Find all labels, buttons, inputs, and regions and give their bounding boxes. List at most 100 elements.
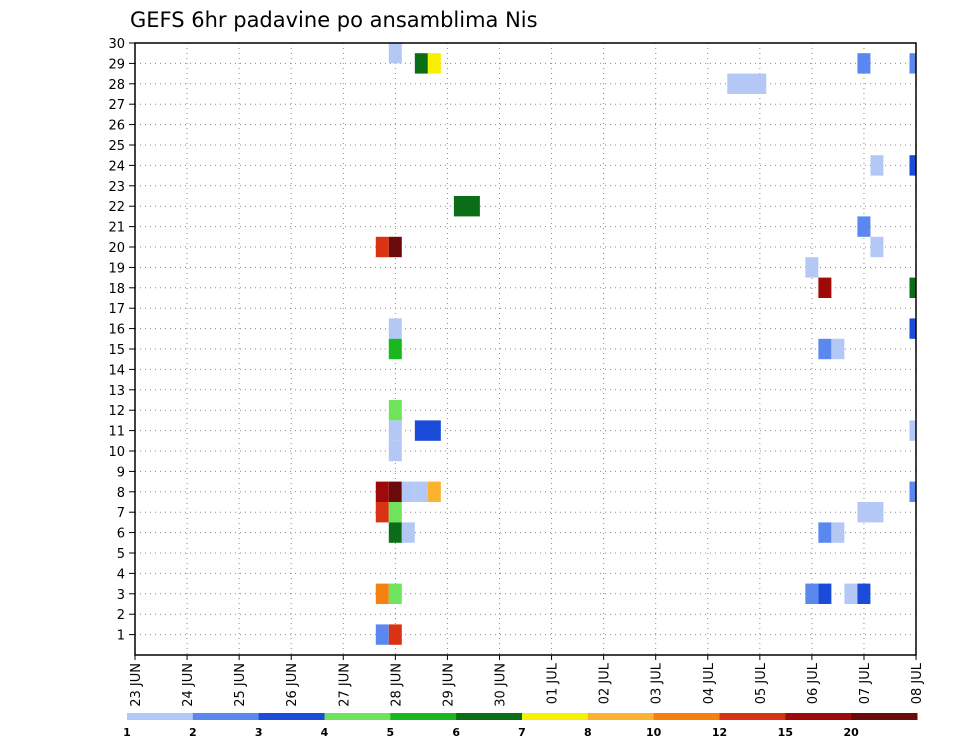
legend-label: 3 [255, 726, 263, 739]
data-cell [909, 53, 916, 74]
data-cell [388, 440, 402, 462]
legend-label: 20 [844, 726, 860, 739]
y-tick-label: 19 [108, 261, 125, 276]
y-tick-label: 1 [117, 629, 125, 644]
x-tick-label: 08 JUL [910, 662, 925, 704]
data-cell [388, 236, 402, 258]
data-cell [375, 583, 389, 604]
y-tick-label: 28 [108, 78, 125, 93]
data-cell [414, 53, 428, 74]
data-cell [427, 481, 441, 502]
legend-color-swatch [258, 713, 325, 720]
data-cell [375, 502, 389, 523]
data-cell [805, 583, 819, 604]
legend-color-swatch [785, 713, 852, 720]
x-tick-label: 01 JUL [546, 662, 561, 704]
data-cell [375, 624, 389, 645]
legend-label: 4 [321, 726, 329, 739]
data-cell [844, 583, 858, 604]
y-tick-label: 27 [108, 98, 125, 113]
data-cell [388, 318, 402, 339]
data-cell [388, 481, 402, 502]
y-tick-label: 11 [108, 425, 125, 440]
data-cell [388, 43, 402, 64]
y-tick-label: 8 [117, 486, 125, 501]
data-cell [375, 481, 389, 502]
x-tick-label: 26 JUN [285, 663, 300, 707]
data-cell [375, 236, 389, 258]
y-tick-label: 12 [108, 404, 125, 419]
y-tick-label: 3 [117, 588, 125, 603]
data-cell [805, 257, 819, 278]
data-cell [870, 155, 884, 176]
data-cell [388, 420, 402, 441]
x-tick-label: 05 JUL [754, 662, 769, 704]
x-tick-label: 02 JUL [598, 662, 613, 704]
legend-color-swatch [192, 713, 260, 720]
legend-color-swatch [522, 713, 589, 720]
data-cell [909, 318, 916, 339]
x-axis: 23 JUN 24 JUN 25 JUN 26 JUN 27 JUN 28 JUN 29 J… [129, 655, 925, 707]
y-tick-label: 7 [117, 506, 125, 521]
legend-color-swatch [456, 713, 523, 720]
legend-label: 7 [518, 726, 526, 739]
legend-label: 5 [387, 726, 395, 739]
y-tick-label: 18 [108, 282, 125, 297]
y-tick-label: 2 [117, 608, 125, 623]
legend-color-swatch [587, 713, 655, 720]
y-tick-label: 22 [108, 200, 125, 215]
data-cell [818, 522, 832, 543]
x-tick-label: 04 JUL [702, 662, 717, 704]
legend-label: 8 [584, 726, 592, 739]
data-cell [388, 400, 402, 421]
x-tick-label: 30 JUN [493, 663, 508, 707]
data-cell [831, 338, 845, 360]
data-cell [818, 277, 832, 298]
color-legend: 1 2 3 4 5 6 7 8 10 12 15 20 [123, 713, 918, 739]
x-tick-label: 24 JUN [181, 663, 196, 707]
data-cell [909, 481, 916, 502]
y-tick-label: 16 [108, 323, 125, 338]
legend-color-swatch [127, 713, 194, 720]
legend-color-swatch [653, 713, 720, 720]
y-tick-label: 15 [108, 343, 125, 358]
y-tick-label: 20 [108, 241, 125, 256]
y-tick-label: 14 [108, 363, 125, 378]
data-cell [818, 583, 832, 604]
x-tick-label: 29 JUN [441, 663, 456, 707]
legend-label: 10 [646, 726, 662, 739]
legend-label: 6 [452, 726, 460, 739]
x-tick-label: 06 JUL [806, 662, 821, 704]
x-tick-label: 07 JUL [858, 662, 873, 704]
data-cell [388, 502, 402, 523]
data-cell [388, 624, 402, 645]
y-tick-label: 24 [108, 159, 125, 174]
data-cell [388, 338, 402, 360]
data-cell [870, 236, 884, 258]
x-tick-label: 27 JUN [337, 663, 352, 707]
data-cells [375, 43, 916, 645]
y-tick-label: 23 [108, 180, 125, 195]
data-cell [414, 420, 441, 441]
y-tick-label: 25 [108, 139, 125, 154]
legend-label: 2 [189, 726, 197, 739]
y-tick-label: 30 [108, 37, 125, 52]
legend-label: 12 [712, 726, 727, 739]
x-tick-label: 03 JUL [650, 662, 665, 704]
legend-color-swatch [390, 713, 457, 720]
legend-color-swatch [719, 713, 786, 720]
y-tick-label: 13 [108, 384, 125, 399]
x-tick-label: 25 JUN [233, 663, 248, 707]
data-cell [909, 277, 916, 298]
legend-label: 1 [123, 726, 131, 739]
y-axis: 1234567891011121314151617181920212223242… [108, 37, 135, 644]
data-cell [857, 583, 871, 604]
y-tick-label: 5 [117, 547, 125, 562]
data-cell [909, 155, 916, 176]
data-cell [427, 53, 441, 74]
y-tick-label: 29 [108, 57, 125, 72]
data-cell [909, 420, 916, 441]
data-cell [818, 338, 832, 360]
